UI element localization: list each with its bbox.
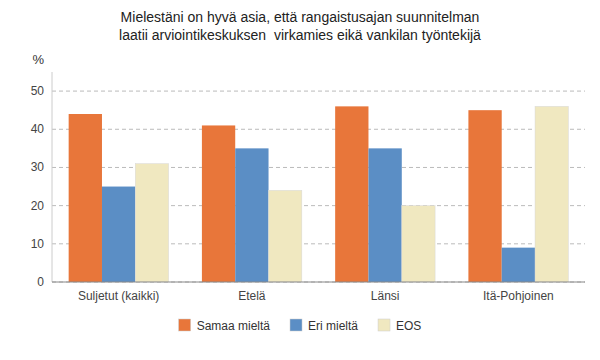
bar [69, 114, 102, 282]
bar [468, 110, 501, 282]
legend-label: EOS [396, 319, 421, 333]
chart-svg: Mielestäni on hyvä asia, että rangaistus… [0, 0, 600, 360]
chart-container: Mielestäni on hyvä asia, että rangaistus… [0, 0, 600, 360]
y-tick-label: 50 [31, 84, 45, 98]
title: Mielestäni on hyvä asia, että rangaistus… [119, 9, 481, 43]
legend-swatch [290, 319, 302, 331]
bar [368, 148, 401, 282]
legend-label: Eri mieltä [308, 319, 358, 333]
bar [202, 125, 235, 282]
title-line: laatii arviointikeskuksen virkamies eikä… [119, 27, 481, 43]
bar [402, 206, 435, 282]
x-axis-line [52, 282, 585, 283]
y-axis-line [52, 72, 53, 282]
legend-item: Eri mieltä [290, 319, 358, 333]
grid-line [52, 167, 585, 168]
grid-line [52, 129, 585, 130]
y-tick-label: 20 [31, 199, 45, 213]
bar [502, 248, 535, 282]
bar [135, 164, 168, 282]
grid [52, 91, 585, 282]
x-tick-label: Länsi [371, 289, 400, 303]
grid-line [52, 91, 585, 92]
bar [269, 190, 302, 282]
x-tick-label: Etelä [238, 289, 266, 303]
title-line: Mielestäni on hyvä asia, että rangaistus… [121, 9, 480, 25]
y-tick-label: 0 [37, 275, 44, 289]
bar [535, 106, 568, 282]
bars [69, 106, 569, 282]
legend-item: Samaa mieltä [179, 319, 271, 333]
bar [235, 148, 268, 282]
legend-item: EOS [378, 319, 421, 333]
bar [102, 187, 135, 282]
legend-label: Samaa mieltä [197, 319, 271, 333]
x-tick-label: Itä-Pohjoinen [483, 289, 554, 303]
legend-swatch [378, 319, 390, 331]
grid-line [52, 282, 585, 283]
y-tick-label: 10 [31, 237, 45, 251]
y-tick-label: 40 [31, 122, 45, 136]
x-tick-label: Suljetut (kaikki) [78, 289, 159, 303]
y-axis-label: % [32, 52, 44, 67]
legend: Samaa mieltä Eri mieltä EOS [179, 319, 422, 333]
bar [335, 106, 368, 282]
legend-swatch [179, 319, 191, 331]
y-tick-label: 30 [31, 160, 45, 174]
